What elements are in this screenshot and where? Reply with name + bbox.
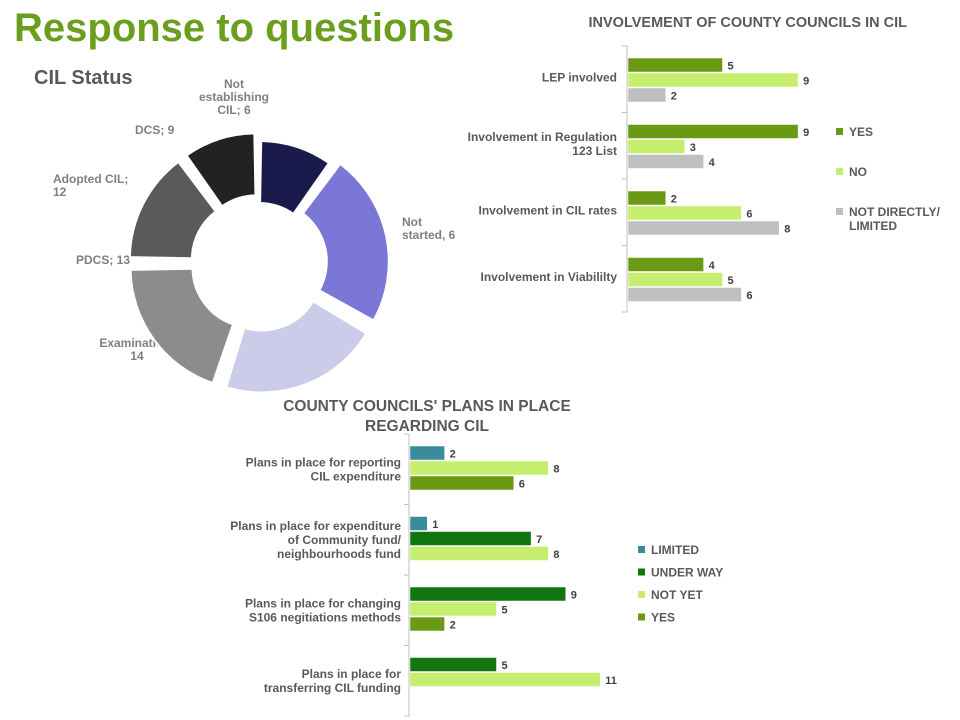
plans-category-label-1: Plans in place for reporting CIL expendit… [246, 455, 402, 483]
plans-category-label-3: Plans in place for changing S106 negitiat… [245, 596, 401, 624]
involvement-value-not-directly-limited-1: 2 [671, 91, 677, 103]
plans-legend-swatch-yes [638, 613, 645, 621]
plans-value-not-yet-3: 5 [502, 605, 508, 617]
involvement-bar-yes-2 [627, 124, 799, 139]
plans-value-not-yet-1: 8 [553, 464, 559, 476]
involvement-legend-label-no: NO [849, 165, 867, 179]
plans-title: COUNTY COUNCILS' PLANS IN PLACE REGARDING… [283, 398, 571, 435]
involvement-bar-no-4 [627, 272, 723, 287]
plans-category-label-4: Plans in place for transferring CIL fundi… [264, 667, 401, 695]
plans-legend-swatch-limited [638, 546, 645, 553]
involvement-bar-not-directly-limited-2 [627, 154, 704, 169]
donut-slice-dcs [128, 160, 218, 260]
plans-legend-label-not-yet: NOT YET [651, 588, 703, 602]
plans-value-limited-2: 1 [432, 519, 438, 531]
plans-value-limited-1: 2 [450, 449, 456, 461]
plans-bar-yes-3 [409, 616, 445, 632]
plans-bar-not-yet-2 [409, 546, 549, 561]
involvement-bar-no-1 [627, 72, 799, 88]
involvement-value-no-3: 6 [746, 209, 752, 221]
involvement-legend-swatch-not-directly-limited [836, 208, 843, 215]
involvement-legend-swatch-yes [836, 128, 843, 135]
plans-value-under-way-4: 5 [502, 660, 508, 672]
involvement-title: INVOLVEMENT OF COUNTY COUNCILS IN CIL [589, 15, 908, 31]
plans-category-label-2: Plans in place for expenditure of Communi… [230, 519, 401, 561]
plans-legend-label-under-way: UNDER WAY [651, 566, 723, 580]
plans-value-yes-1: 6 [519, 479, 525, 491]
involvement-bar-yes-1 [627, 57, 723, 73]
involvement-bar-not-directly-limited-1 [627, 87, 667, 103]
donut-slice-not-establishing-cil [185, 132, 257, 208]
donut-slice-pdcs [225, 300, 368, 394]
plans-value-not-yet-2: 8 [553, 549, 559, 561]
involvement-value-no-2: 3 [690, 142, 696, 154]
involvement-category-label-1: LEP involved [542, 70, 617, 84]
plans-legend-label-yes: YES [651, 611, 675, 625]
donut-label-pdcs: PDCS; 13 [76, 253, 130, 267]
donut-label-not-started: Not started, 6 [402, 215, 456, 242]
involvement-category-label-3: Involvement in CIL rates [479, 203, 618, 217]
involvement-bar-not-directly-limited-3 [627, 220, 780, 236]
involvement-value-yes-4: 4 [709, 260, 716, 272]
involvement-category-label-2: Involvement in Regulation 123 List [468, 130, 617, 158]
donut-slice-examination [301, 162, 390, 322]
donut-slice-not-started [259, 140, 331, 216]
involvement-value-no-1: 9 [803, 76, 809, 88]
plans-value-under-way-2: 7 [536, 534, 542, 546]
involvement-bar-no-2 [627, 139, 685, 154]
plans-bar-under-way-2 [409, 531, 532, 546]
involvement-value-not-directly-limited-2: 4 [709, 157, 716, 169]
involvement-bar-not-directly-limited-4 [627, 287, 742, 302]
donut-chart-title: CIL Status [34, 67, 133, 89]
involvement-value-not-directly-limited-3: 8 [784, 224, 790, 236]
plans-legend-label-limited: LIMITED [651, 543, 699, 557]
involvement-legend-label-not-directly-limited: NOT DIRECTLY/LIMITED [849, 205, 941, 233]
plans-bar-under-way-4 [409, 657, 497, 672]
plans-bar-limited-1 [409, 445, 445, 461]
plans-bar-not-yet-4 [409, 672, 601, 687]
plans-legend-swatch-under-way [638, 568, 645, 576]
plans-legend-swatch-not-yet [638, 591, 645, 598]
donut-label-dcs: DCS; 9 [135, 123, 175, 137]
involvement-value-yes-1: 5 [728, 61, 734, 73]
involvement-value-yes-2: 9 [803, 127, 809, 139]
involvement-bar-yes-3 [627, 190, 667, 206]
involvement-value-not-directly-limited-4: 6 [746, 290, 752, 302]
plans-bar-under-way-3 [409, 586, 566, 602]
donut-slice-adopted-cil [129, 267, 235, 385]
plans-value-yes-3: 2 [450, 620, 456, 632]
plans-value-under-way-3: 9 [571, 590, 577, 602]
slide-title: Response to questions [14, 6, 455, 50]
donut-label-not-establishing-cil: Not establishing CIL; 6 [199, 77, 269, 117]
involvement-legend-swatch-no [836, 168, 843, 175]
plans-bar-not-yet-3 [409, 601, 497, 617]
donut-label-adopted-cil: Adopted CIL; 12 [53, 172, 128, 199]
plans-bar-yes-1 [409, 475, 515, 491]
plans-bar-not-yet-1 [409, 460, 549, 476]
plans-bar-limited-2 [409, 516, 428, 531]
involvement-value-yes-3: 2 [671, 194, 677, 206]
involvement-bar-no-3 [627, 205, 742, 221]
involvement-category-label-4: Involvement in Viabililty [481, 270, 618, 284]
involvement-bar-yes-4 [627, 257, 704, 272]
involvement-legend-label-yes: YES [849, 125, 873, 139]
plans-value-not-yet-4: 11 [605, 675, 617, 687]
involvement-value-no-4: 5 [728, 275, 734, 287]
